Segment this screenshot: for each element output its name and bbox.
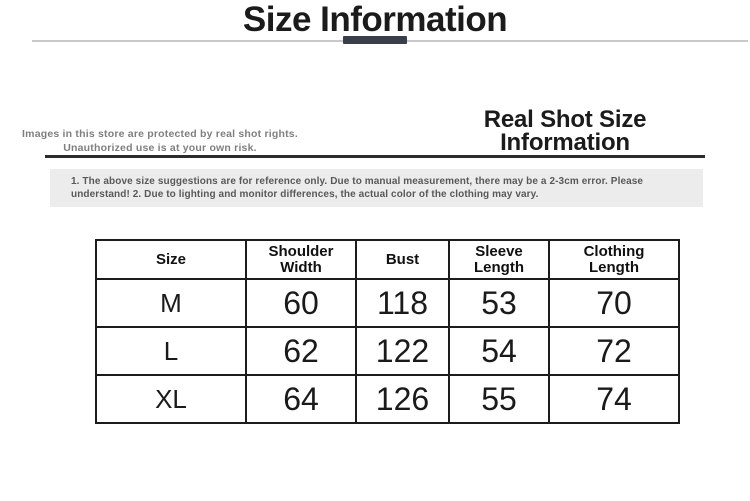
bust-value: 126 [355, 374, 450, 424]
shoulder-width-value: 60 [245, 278, 357, 328]
size-label: L [95, 326, 247, 376]
clothing-length-value: 72 [548, 326, 680, 376]
header-cell-clothing-length: Clothing Length [548, 239, 680, 280]
header-cell-shoulder-width: Shoulder Width [245, 239, 357, 280]
size-row-xl: XL 64 126 55 74 [95, 374, 680, 424]
shoulder-width-value: 62 [245, 326, 357, 376]
sleeve-length-value: 53 [448, 278, 550, 328]
clothing-length-value: 70 [548, 278, 680, 328]
size-label: M [95, 278, 247, 328]
size-label: XL [95, 374, 247, 424]
shoulder-width-value: 64 [245, 374, 357, 424]
sleeve-length-value: 55 [448, 374, 550, 424]
bust-value: 118 [355, 278, 450, 328]
header-cell-sleeve-length: Sleeve Length [448, 239, 550, 280]
size-table-header-row: Size Shoulder Width Bust Sleeve Length C… [95, 239, 680, 280]
bust-value: 122 [355, 326, 450, 376]
disclaimer-line-2: Unauthorized use is at your own risk. [63, 141, 257, 154]
header-cell-size: Size [95, 239, 247, 280]
disclaimer-line-1: Images in this store are protected by re… [22, 128, 298, 140]
clothing-length-value: 74 [548, 374, 680, 424]
sleeve-length-value: 54 [448, 326, 550, 376]
measurement-note: 1. The above size suggestions are for re… [50, 169, 703, 207]
section-divider-line [45, 155, 705, 158]
size-row-m: M 60 118 53 70 [95, 278, 680, 328]
copyright-disclaimer: Images in this store are protected by re… [10, 128, 310, 155]
size-row-l: L 62 122 54 72 [95, 326, 680, 376]
title-underline-accent [343, 36, 407, 44]
page-title: Size Information [242, 0, 508, 39]
header-cell-bust: Bust [355, 239, 450, 280]
section-heading: Real Shot Size Information [483, 106, 647, 156]
size-table: Size Shoulder Width Bust Sleeve Length C… [95, 239, 680, 424]
